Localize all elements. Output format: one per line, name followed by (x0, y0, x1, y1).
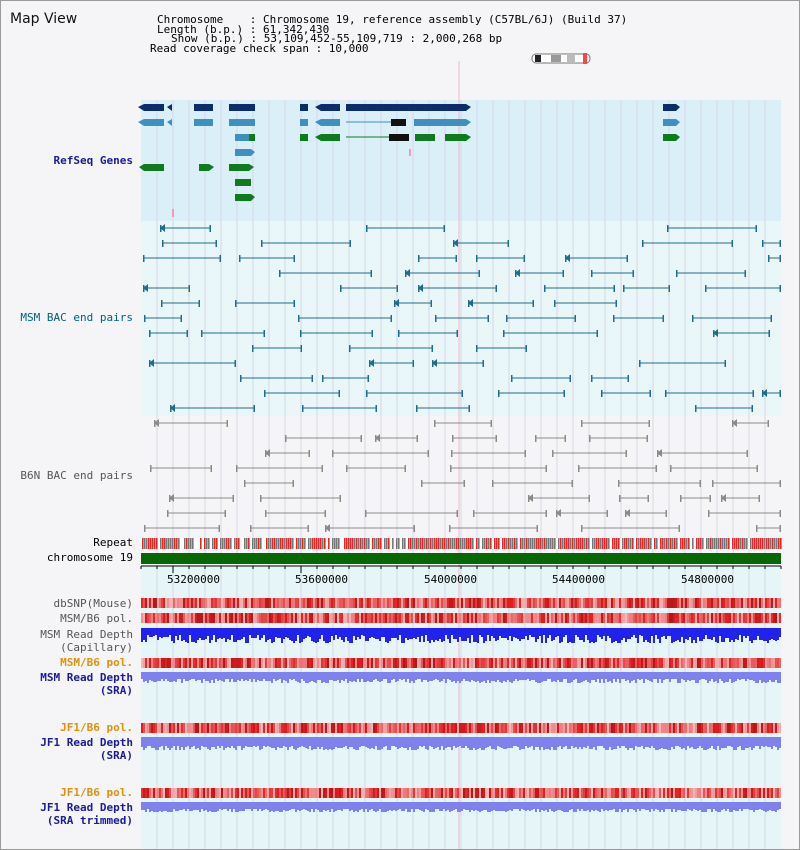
coverage-span-info: Read coverage check span : 10,000 (150, 42, 369, 55)
track-label-chromosome[interactable]: chromosome 19 (46, 551, 133, 564)
msm-pol-heat-track-2[interactable] (141, 658, 781, 668)
axis-tick-label: 54000000 (424, 573, 477, 586)
show-range-info: Show (b.p.) : 53,109,452-55,109,719 : 2,… (171, 32, 503, 45)
track-label-msm-depth-cap[interactable]: MSM Read Depth (40, 628, 133, 641)
track-label-msm-depth-sra-sub: (SRA) (99, 684, 133, 697)
axis-tick-label: 53200000 (167, 573, 220, 586)
track-label-jf1-depth-sra[interactable]: JF1 Read Depth (40, 736, 133, 749)
b6n-bac-pairs[interactable] (144, 419, 781, 532)
msm-bac-pairs[interactable] (143, 224, 781, 412)
jf1-trimmed-depth-track[interactable] (141, 802, 781, 812)
length-info: Length (b.p.) : 61,342,430 (157, 23, 330, 36)
msm-pol-heat-track-1[interactable] (141, 613, 781, 623)
jf1-sra-depth-track[interactable] (141, 737, 781, 750)
track-label-b6n-bac[interactable]: B6N BAC end pairs (20, 469, 133, 482)
jf1-pol-heat-track-2[interactable] (141, 788, 781, 798)
axis-tick-label: 54800000 (681, 573, 734, 586)
repeat-track[interactable] (141, 538, 782, 549)
track-label-jf1-pol-2[interactable]: JF1/B6 pol. (60, 786, 133, 799)
axis-tick-label: 53600000 (295, 573, 348, 586)
grid-lines (156, 100, 766, 849)
msm-sra-depth-track[interactable] (141, 672, 781, 683)
track-label-jf1-depth-trim-sub: (SRA trimmed) (46, 814, 133, 827)
chromosome-bar[interactable] (141, 553, 781, 564)
track-label-msm-depth-cap-sub: (Capillary) (60, 641, 133, 654)
track-label-msm-depth-sra[interactable]: MSM Read Depth (40, 671, 133, 684)
track-label-msm-bac[interactable]: MSM BAC end pairs (20, 311, 133, 324)
track-label-jf1-depth-trim[interactable]: JF1 Read Depth (40, 801, 133, 814)
refseq-gene-features[interactable] (138, 104, 680, 217)
track-label-dbsnp[interactable]: dbSNP(Mouse) (53, 597, 133, 610)
track-label-jf1-depth-sra-sub: (SRA) (99, 749, 133, 762)
view-title: Map View (10, 11, 78, 27)
jf1-pol-heat-track-1[interactable] (141, 723, 781, 733)
dbsnp-heat-track[interactable] (141, 598, 781, 608)
track-label-msm-pol-1[interactable]: MSM/B6 pol. (60, 612, 133, 625)
chromosome-info: Chromosome : Chromosome 19, reference as… (157, 13, 628, 26)
track-label-msm-pol-2[interactable]: MSM/B6 pol. (60, 656, 133, 669)
axis-tick-label: 54400000 (552, 573, 605, 586)
msm-capillary-depth-track[interactable] (141, 628, 781, 643)
chromosome-ideogram[interactable] (531, 53, 591, 64)
track-label-refseq[interactable]: RefSeq Genes (53, 154, 133, 167)
track-label-jf1-pol-1[interactable]: JF1/B6 pol. (60, 721, 133, 734)
track-label-repeat[interactable]: Repeat (93, 536, 133, 549)
position-axis (140, 565, 782, 573)
